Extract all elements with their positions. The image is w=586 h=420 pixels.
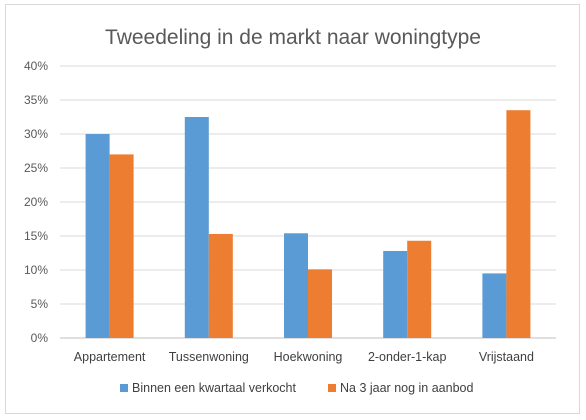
y-axis-ticks: 0% 5% 10% 15% 20% 25% 30% 35% 40% bbox=[24, 59, 48, 345]
y-tick-label: 10% bbox=[24, 263, 48, 277]
y-tick-label: 20% bbox=[24, 195, 48, 209]
bar-aanbod-1 bbox=[208, 233, 233, 338]
legend-swatch bbox=[328, 384, 336, 392]
bar-aanbod-2 bbox=[308, 269, 332, 338]
chart-title: Tweedeling in de markt naar woningtype bbox=[105, 26, 481, 49]
bar-verkocht-3 bbox=[383, 250, 408, 338]
y-tick-label: 40% bbox=[24, 59, 48, 73]
bar-verkocht-0 bbox=[85, 134, 110, 338]
bar-verkocht-2 bbox=[284, 233, 308, 338]
x-category-label: Appartement bbox=[74, 350, 146, 364]
y-tick-label: 15% bbox=[24, 229, 48, 243]
bar-verkocht-1 bbox=[184, 117, 209, 338]
legend-label: Na 3 jaar nog in aanbod bbox=[340, 381, 473, 395]
x-axis-labels: Appartement Tussenwoning Hoekwoning 2-onder… bbox=[74, 350, 534, 364]
legend-swatch bbox=[120, 384, 128, 392]
x-category-label: Vrijstaand bbox=[479, 350, 534, 364]
y-tick-label: 25% bbox=[24, 161, 48, 175]
y-tick-label: 30% bbox=[24, 127, 48, 141]
legend: Binnen een kwartaal verkocht Na 3 jaar no… bbox=[120, 381, 473, 395]
legend-label: Binnen een kwartaal verkocht bbox=[132, 381, 297, 395]
bar-aanbod-0 bbox=[109, 154, 134, 338]
y-tick-label: 0% bbox=[31, 331, 49, 345]
x-category-label: 2-onder-1-kap bbox=[368, 350, 447, 364]
bar-aanbod-3 bbox=[407, 240, 432, 338]
bar-verkocht-4 bbox=[482, 273, 507, 338]
bars bbox=[85, 110, 531, 338]
bar-aanbod-4 bbox=[506, 110, 531, 338]
gridlines bbox=[60, 65, 556, 339]
x-category-label: Tussenwoning bbox=[169, 350, 249, 364]
y-tick-label: 35% bbox=[24, 93, 48, 107]
y-tick-label: 5% bbox=[31, 297, 49, 311]
x-category-label: Hoekwoning bbox=[274, 350, 343, 364]
